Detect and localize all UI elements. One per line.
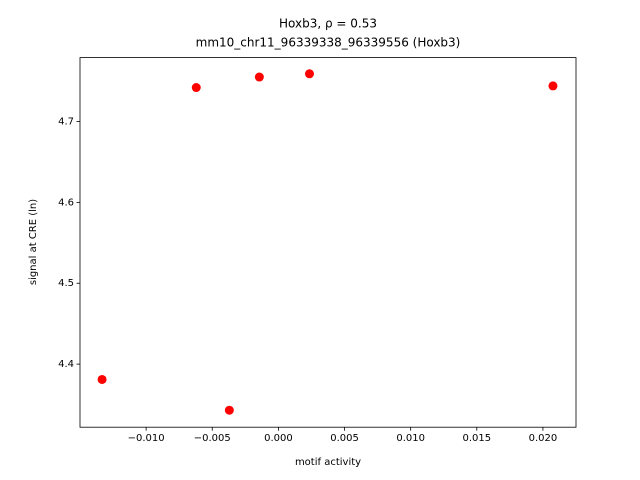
point	[548, 81, 558, 91]
x-tick-label: 0.015	[462, 433, 491, 444]
x-tick-label: −0.010	[128, 433, 165, 444]
point	[191, 83, 201, 93]
y-tick-label: 4.5	[58, 278, 74, 289]
y-tick-label: 4.4	[58, 359, 74, 370]
point	[224, 405, 234, 415]
y-axis-label: signal at CRE (ln)	[28, 199, 39, 285]
x-tick-label: 0.010	[396, 433, 425, 444]
x-axis-label: motif activity	[295, 457, 361, 468]
x-tick-label: 0.020	[529, 433, 558, 444]
point	[254, 72, 264, 82]
chart-subtitle: mm10_chr11_96339338_96339556 (Hoxb3)	[196, 36, 461, 50]
x-tick-label: 0.005	[330, 433, 359, 444]
axes-frame	[79, 57, 577, 428]
y-tick-label: 4.6	[58, 197, 74, 208]
chart-title: Hoxb3, ρ = 0.53	[279, 17, 377, 31]
y-tick-label: 4.7	[58, 116, 74, 127]
point	[97, 374, 107, 384]
point	[304, 69, 314, 79]
x-tick-label: −0.005	[194, 433, 231, 444]
x-tick-label: 0.000	[264, 433, 293, 444]
